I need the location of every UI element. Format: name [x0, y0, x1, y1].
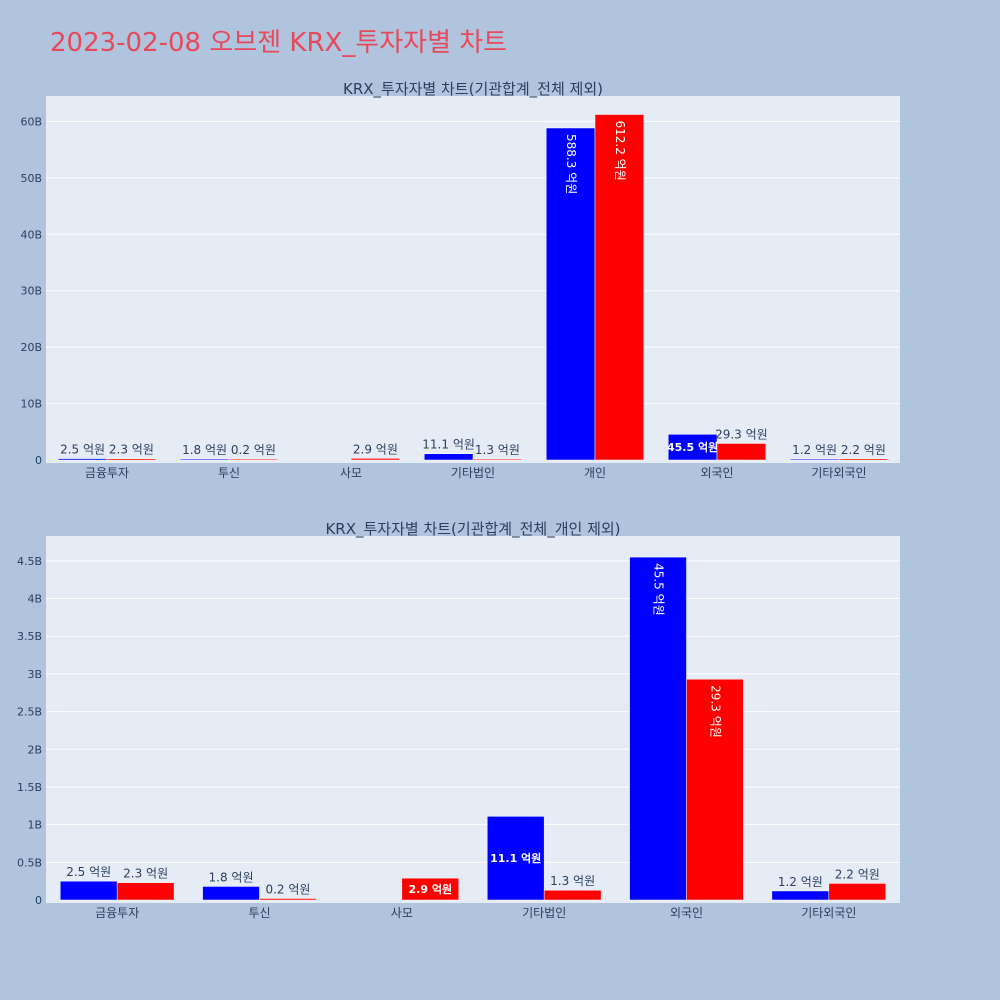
bar[interactable] — [202, 886, 260, 901]
data-label: 29.3 억원 — [708, 685, 722, 738]
bar[interactable] — [423, 453, 474, 461]
x-tick-label: 외국인 — [670, 906, 703, 920]
plot-area-2 — [46, 536, 900, 903]
data-label: 612.2 억원 — [613, 121, 627, 181]
data-label: 588.3 억원 — [564, 134, 578, 194]
bar[interactable] — [686, 678, 744, 901]
data-label: 11.1 억원 — [422, 438, 475, 452]
bar[interactable] — [789, 458, 840, 461]
plot-area-1 — [46, 96, 900, 463]
bar[interactable] — [667, 434, 718, 461]
x-tick-label: 개인 — [584, 466, 606, 480]
bar[interactable] — [716, 443, 767, 461]
data-label: 11.1 억원 — [490, 851, 541, 865]
y-tick-label: 0 — [35, 894, 42, 907]
bar[interactable] — [228, 458, 279, 461]
x-tick-label: 금융투자 — [95, 906, 139, 920]
bar[interactable] — [401, 877, 460, 901]
data-label: 1.2 억원 — [792, 443, 837, 457]
y-tick-label: 3B — [27, 668, 42, 681]
data-label: 2.2 억원 — [835, 867, 880, 881]
y-tick-label: 10B — [20, 398, 42, 411]
y-tick-label: 4B — [27, 593, 42, 606]
data-label: 2.9 억원 — [409, 882, 453, 896]
data-label: 1.8 억원 — [182, 443, 227, 457]
bar[interactable] — [116, 882, 175, 901]
x-tick-label: 기타외국인 — [811, 466, 866, 480]
data-label: 45.5 억원 — [652, 563, 666, 616]
bar[interactable] — [629, 556, 687, 901]
bar[interactable] — [59, 880, 118, 901]
x-tick-label: 사모 — [391, 906, 413, 920]
bar[interactable] — [838, 458, 889, 461]
bar[interactable] — [472, 458, 523, 461]
y-tick-label: 3.5B — [17, 630, 42, 643]
y-tick-label: 40B — [20, 228, 42, 241]
y-tick-label: 20B — [20, 341, 42, 354]
data-label: 2.9 억원 — [353, 442, 398, 456]
data-label: 2.3 억원 — [109, 443, 154, 457]
x-tick-label: 외국인 — [700, 466, 733, 480]
data-label: 1.2 억원 — [778, 875, 823, 889]
x-tick-label: 금융투자 — [85, 466, 129, 480]
x-tick-label: 사모 — [340, 466, 362, 480]
data-label: 2.3 억원 — [123, 867, 168, 881]
bar[interactable] — [543, 889, 602, 901]
data-label: 29.3 억원 — [715, 427, 768, 441]
x-tick-label: 기타법인 — [451, 466, 495, 480]
y-tick-label: 1.5B — [17, 781, 42, 794]
x-tick-label: 기타법인 — [522, 906, 566, 920]
y-tick-label: 4.5B — [17, 555, 42, 568]
y-tick-label: 50B — [20, 172, 42, 185]
bar[interactable] — [259, 898, 317, 901]
y-tick-label: 2.5B — [17, 706, 42, 719]
data-label: 45.5 억원 — [667, 440, 718, 454]
data-label: 1.3 억원 — [550, 874, 595, 888]
data-label: 2.2 억원 — [841, 443, 886, 457]
bar[interactable] — [486, 816, 545, 901]
data-label: 2.5 억원 — [66, 865, 111, 879]
y-tick-label: 1B — [27, 819, 42, 832]
y-tick-label: 2B — [27, 743, 42, 756]
y-tick-label: 30B — [20, 285, 42, 298]
bar[interactable] — [771, 890, 830, 901]
bar[interactable] — [594, 114, 645, 461]
y-tick-label: 60B — [20, 115, 42, 128]
x-tick-label: 기타외국인 — [801, 906, 856, 920]
bar[interactable] — [179, 458, 230, 461]
chart-title: KRX_투자자별 차트(기관합계_전체_개인 제외) — [325, 520, 620, 539]
data-label: 0.2 억원 — [231, 443, 276, 457]
data-label: 1.3 억원 — [475, 443, 520, 457]
bar[interactable] — [106, 458, 157, 461]
y-tick-label: 0 — [35, 454, 42, 467]
bar[interactable] — [350, 458, 401, 461]
chart-title: KRX_투자자별 차트(기관합계_전체 제외) — [343, 80, 603, 99]
bar[interactable] — [57, 458, 108, 461]
data-label: 0.2 억원 — [265, 882, 310, 896]
data-label: 2.5 억원 — [60, 443, 105, 457]
y-tick-label: 0.5B — [17, 856, 42, 869]
x-tick-label: 투신 — [218, 466, 240, 480]
page-title: 2023-02-08 오브젠 KRX_투자자별 차트 — [50, 28, 508, 58]
data-label: 1.8 억원 — [209, 870, 254, 884]
x-tick-label: 투신 — [248, 906, 270, 920]
bar[interactable] — [828, 883, 887, 901]
